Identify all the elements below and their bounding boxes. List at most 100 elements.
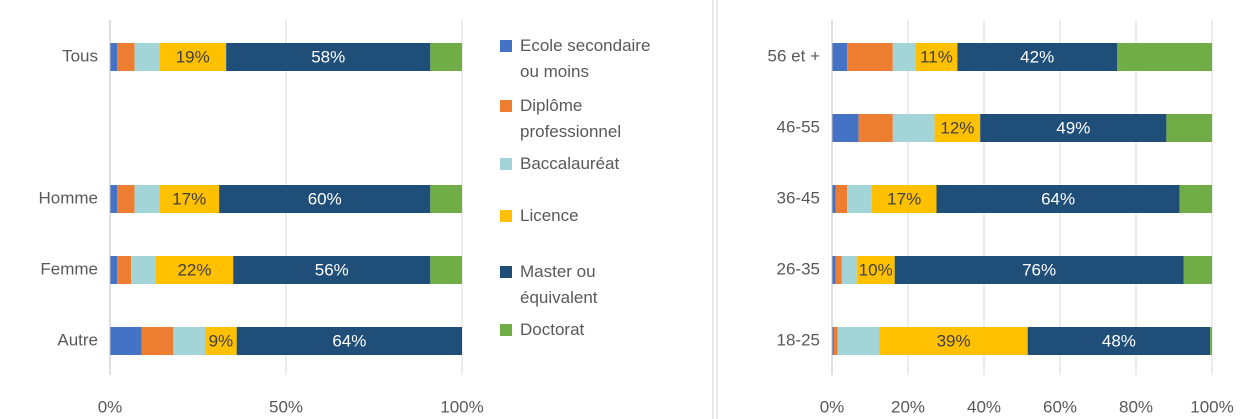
data-label: 64% [1041,189,1075,208]
bar-segment [1179,185,1212,213]
bar-segment [894,256,1184,284]
x-tick-label: 80% [1119,397,1153,416]
x-tick-label: 100% [1190,397,1233,416]
bar-segment [847,43,893,71]
y-tick-label: Femme [40,259,98,278]
bar-segment [134,43,160,71]
legend-label: Licence [520,206,579,225]
data-label: 49% [1056,118,1090,137]
data-label: 39% [937,331,971,350]
legend-swatch [500,158,512,170]
y-tick-label: Homme [38,188,98,207]
legend-label: Doctorat [520,320,585,339]
bar-segment [833,327,838,355]
data-label: 17% [887,189,921,208]
bar-segment [236,327,462,355]
legend-swatch [500,266,512,278]
data-label: 19% [176,47,210,66]
bar-segment [110,43,118,71]
data-label: 76% [1022,260,1056,279]
x-tick-label: 60% [1043,397,1077,416]
data-label: 58% [311,47,345,66]
legend-item: Diplôme professionnel [500,93,655,145]
y-tick-label: 18-25 [777,330,820,349]
bar-segment [1183,256,1212,284]
legend-item: Licence [500,203,695,229]
data-label: 64% [332,331,366,350]
legend-swatch [500,100,512,112]
bar-segment [892,43,916,71]
data-label: 17% [172,189,206,208]
data-label: 10% [859,260,893,279]
bar-segment [159,185,220,213]
bar-segment [934,114,981,142]
data-label: 48% [1102,331,1136,350]
bar-segment [430,185,462,213]
bar-segment [110,256,118,284]
bar-segment [117,43,135,71]
legend-swatch [500,324,512,336]
bar-segment [835,256,842,284]
bar-segment [837,327,880,355]
bar-segment [835,185,848,213]
bar-segment [832,256,836,284]
legend-item: Baccalauréat [500,151,695,177]
legend-label: Ecole secondaire ou moins [520,36,651,81]
bar-segment [1027,327,1211,355]
x-tick-label: 100% [440,397,483,416]
bar-segment [832,43,848,71]
legend-label: Master ou équivalent [520,262,598,307]
bar-segment [856,256,895,284]
bar-segment [173,327,206,355]
bar-segment [832,114,859,142]
data-label: 42% [1020,47,1054,66]
bar-segment [915,43,958,71]
bar-segment [832,327,834,355]
bar-segment [858,114,893,142]
bar-segment [957,43,1117,71]
x-tick-label: 40% [967,397,1001,416]
bar-segment [117,256,132,284]
bar-segment [1210,327,1212,355]
bar-segment [1117,43,1212,71]
bar-segment [1166,114,1212,142]
bar-segment [233,256,431,284]
bar-segment [430,256,462,284]
legend-label: Diplôme professionnel [520,96,622,141]
bar-segment [892,114,935,142]
bar-segment [871,185,937,213]
legend-item: Ecole secondaire ou moins [500,33,665,85]
bar-segment [134,185,160,213]
bar-segment [131,256,156,284]
bar-segment [110,185,118,213]
y-tick-label: 56 et + [768,46,821,65]
data-label: 12% [940,118,974,137]
y-tick-label: 26-35 [777,259,820,278]
bar-segment [430,43,462,71]
bar-segment [936,185,1180,213]
legend-item: Master ou équivalent [500,259,630,311]
y-tick-label: Tous [62,46,98,65]
bar-segment [980,114,1167,142]
x-tick-label: 50% [269,397,303,416]
y-tick-label: Autre [57,330,98,349]
bar-segment [205,327,237,355]
data-label: 11% [920,47,953,66]
legend-item: Doctorat [500,317,695,343]
y-tick-label: 36-45 [777,188,820,207]
data-label: 22% [177,260,211,279]
bar-segment [219,185,431,213]
data-label: 9% [209,331,234,350]
bar-segment [141,327,174,355]
bar-segment [832,185,836,213]
bar-segment [155,256,234,284]
data-label: 60% [308,189,342,208]
bar-segment [847,185,872,213]
y-tick-label: 46-55 [777,117,820,136]
legend-swatch [500,210,512,222]
bar-segment [110,327,142,355]
legend-swatch [500,40,512,52]
x-tick-label: 20% [891,397,925,416]
